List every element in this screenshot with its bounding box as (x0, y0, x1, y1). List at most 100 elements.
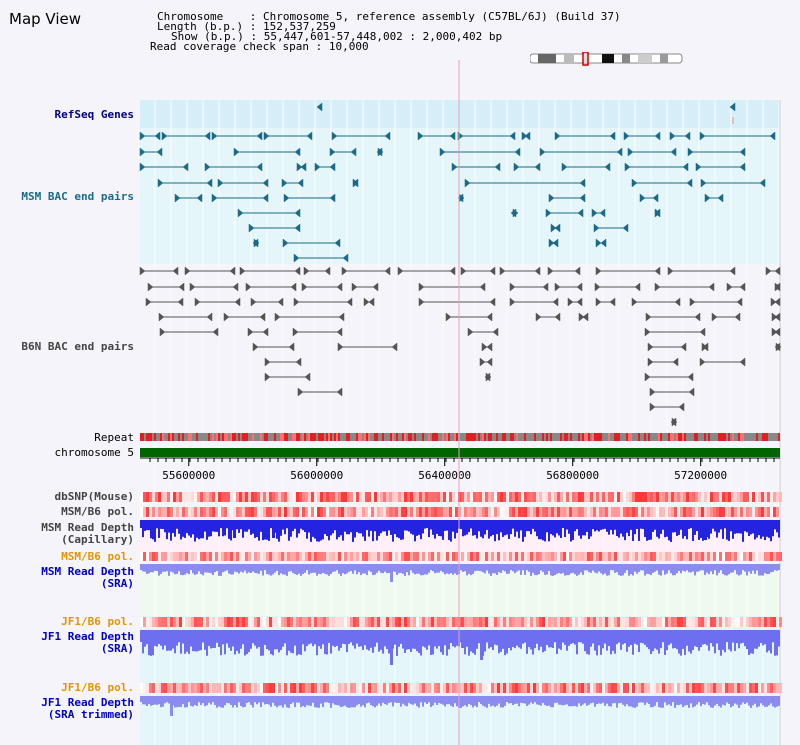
heatmap-cell (188, 552, 191, 561)
depth-bar (516, 564, 518, 572)
heatmap-cell (590, 617, 593, 627)
depth-bar (320, 630, 322, 649)
depth-bar (588, 630, 590, 655)
heatmap-cell (746, 552, 749, 561)
bac-end-arrow (336, 327, 343, 337)
depth-bar (180, 630, 182, 654)
heatmap-cell (224, 492, 227, 502)
heatmap-cell (518, 617, 521, 627)
heatmap-cell (278, 617, 281, 627)
depth-bar (580, 520, 582, 539)
depth-bar (424, 630, 426, 648)
heatmap-cell (173, 683, 176, 693)
depth-bar (332, 696, 334, 704)
chromosome-ideogram[interactable] (530, 52, 684, 66)
heatmap-cell (695, 617, 698, 627)
depth-bar (414, 630, 416, 649)
depth-bar (282, 520, 284, 530)
heatmap-cell (248, 492, 251, 502)
heatmap-cell (140, 507, 143, 517)
depth-bar (536, 564, 538, 576)
depth-bar (338, 520, 340, 538)
bac-end-arrow (282, 238, 289, 248)
heatmap-cell (170, 617, 173, 627)
depth-bar (712, 564, 714, 575)
heatmap-cell (221, 683, 224, 693)
depth-bar (524, 630, 526, 643)
depth-bar (530, 630, 532, 650)
depth-bar (292, 564, 294, 574)
depth-bar (686, 696, 688, 705)
bac-end-arrow (667, 266, 674, 276)
depth-bar (440, 564, 442, 571)
bac-end-arrow (644, 372, 651, 382)
heatmap-cell (287, 507, 290, 517)
heatmap-cell (176, 617, 179, 627)
depth-bar (170, 564, 172, 572)
heatmap-cell (407, 617, 410, 627)
depth-bar (674, 564, 676, 576)
heatmap-cell (602, 617, 605, 627)
heatmap-cell (155, 617, 158, 627)
depth-bar (712, 696, 714, 708)
heatmap-cell (329, 552, 332, 561)
depth-bar (610, 564, 612, 571)
depth-bar (444, 520, 446, 531)
depth-bar (752, 564, 754, 571)
heatmap-cell (470, 492, 473, 502)
heatmap-cell (749, 507, 752, 517)
depth-bar (142, 520, 144, 538)
heatmap-cell (287, 683, 290, 693)
depth-bar (516, 630, 518, 646)
depth-bar (500, 696, 502, 708)
heatmap-cell (467, 507, 470, 517)
depth-bar (598, 520, 600, 532)
heatmap-cell (695, 507, 698, 517)
heatmap-cell (740, 683, 743, 693)
heatmap-cell (497, 683, 500, 693)
bac-end-arrow (595, 297, 602, 307)
depth-bar (172, 520, 174, 534)
heatmap-cell (338, 492, 341, 502)
depth-bar (370, 630, 372, 648)
heatmap-cell (398, 617, 401, 627)
axis-tick-label: 56800000 (546, 469, 599, 482)
heatmap-cell (710, 507, 713, 517)
depth-bar (572, 696, 574, 707)
repeat-segment (148, 433, 150, 441)
repeat-segment (222, 433, 224, 441)
heatmap-cell (257, 492, 260, 502)
bac-end-arrow (769, 131, 776, 141)
depth-bar (432, 630, 434, 655)
depth-bar (594, 564, 596, 573)
depth-bar (352, 630, 354, 646)
heatmap-cell (365, 507, 368, 517)
depth-bar (638, 696, 640, 703)
heatmap-cell (212, 552, 215, 561)
bac-end-arrow (670, 417, 677, 427)
depth-bar (738, 696, 740, 708)
depth-bar (252, 564, 254, 572)
heatmap-cell (743, 492, 746, 502)
heatmap-cell (623, 507, 626, 517)
repeat-segment (778, 433, 780, 441)
depth-bar (618, 520, 620, 538)
depth-bar (498, 564, 500, 573)
heatmap-cell (515, 683, 518, 693)
depth-bar (632, 520, 634, 541)
heatmap-cell (200, 492, 203, 502)
depth-bar (150, 696, 152, 706)
heatmap-cell (776, 492, 779, 502)
repeat-segment (246, 433, 248, 441)
heatmap-cell (704, 492, 707, 502)
depth-bar (432, 696, 434, 706)
bac-end-arrow (770, 297, 777, 307)
depth-bar (424, 564, 426, 575)
heatmap-cell (668, 683, 671, 693)
heatmap-cell (632, 492, 635, 502)
heatmap-cell (224, 507, 227, 517)
heatmap-cell (434, 552, 437, 561)
depth-bar (170, 630, 172, 651)
repeat-segment (264, 433, 266, 441)
